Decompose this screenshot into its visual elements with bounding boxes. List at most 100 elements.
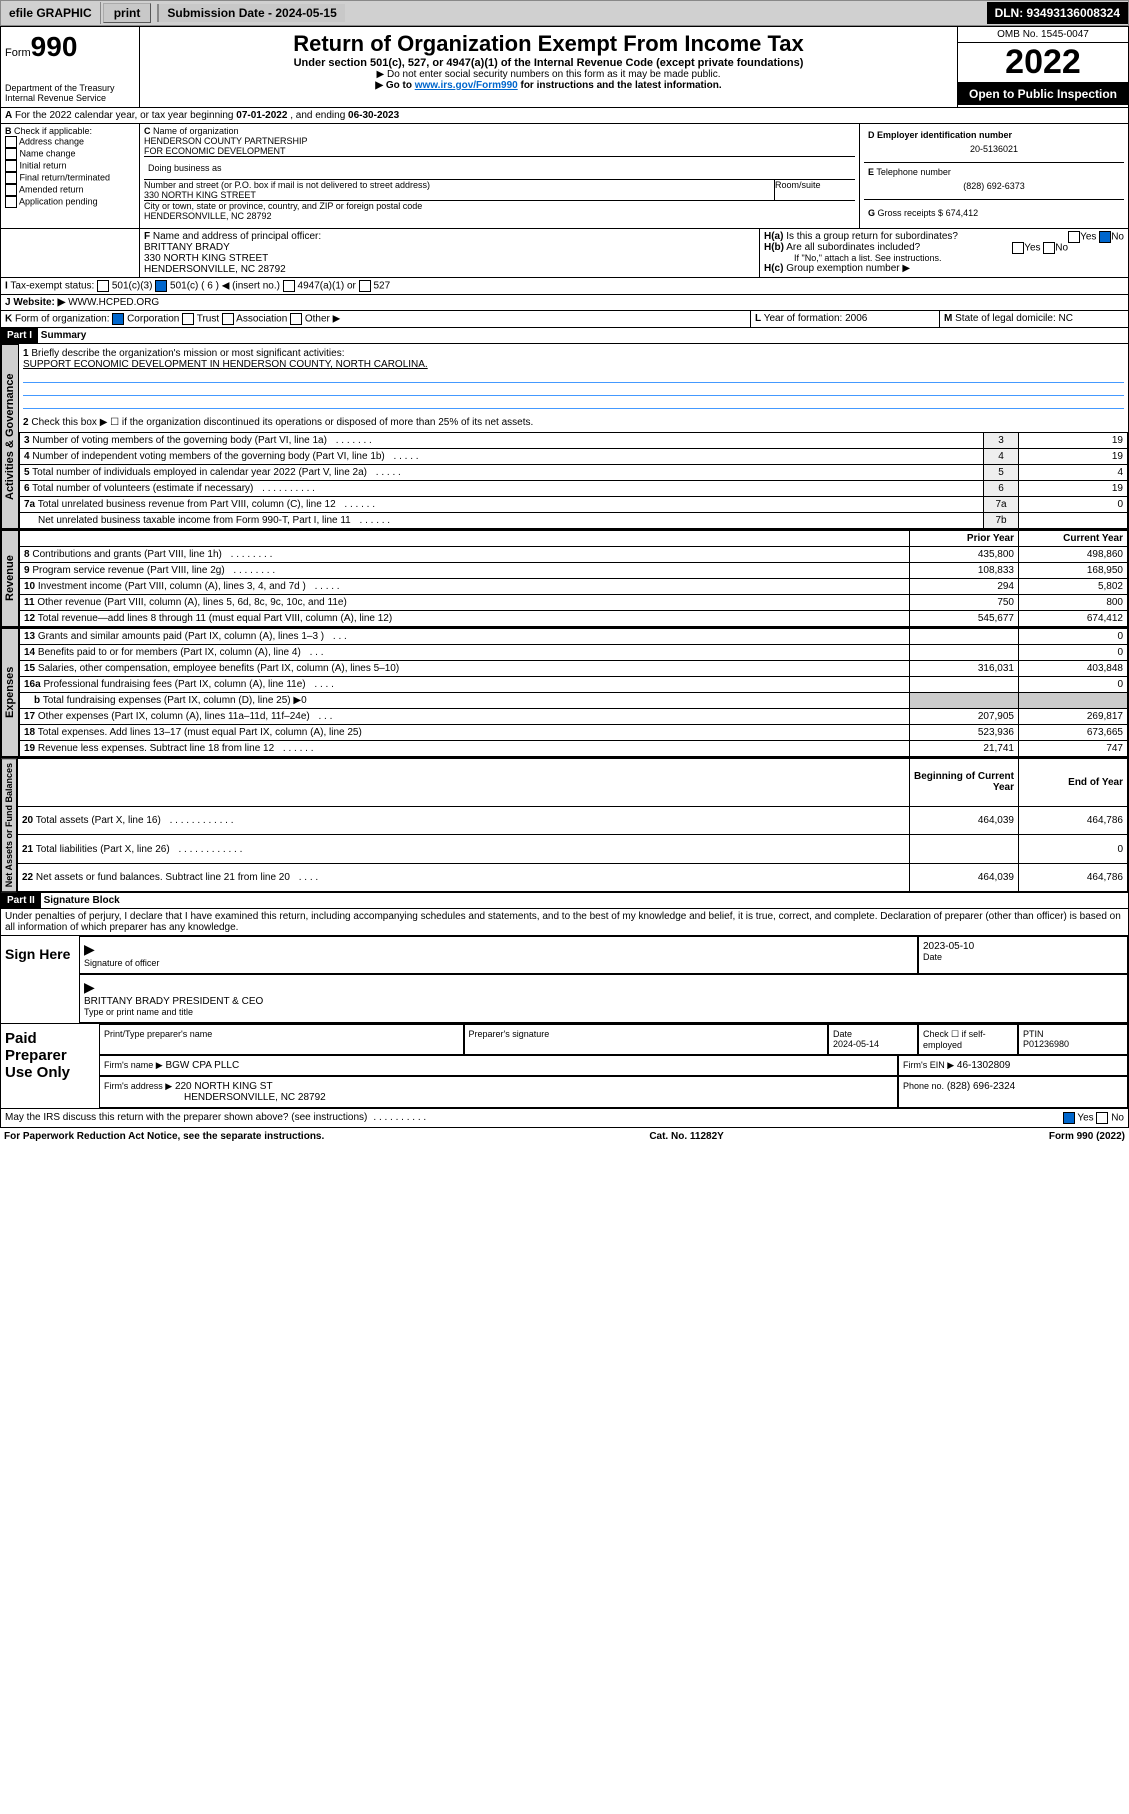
k-trust[interactable]: Trust — [197, 314, 219, 325]
firm-name-label: Firm's name ▶ — [104, 1060, 163, 1070]
r12p: 545,677 — [910, 611, 1019, 627]
r7ac: 7a — [984, 497, 1019, 513]
m-val: NC — [1059, 313, 1073, 324]
part2-title: Signature Block — [44, 895, 120, 906]
r12n: 12 — [24, 613, 35, 624]
hdr-bcy: Beginning of Current Year — [910, 759, 1019, 807]
mission-text: SUPPORT ECONOMIC DEVELOPMENT IN HENDERSO… — [23, 359, 428, 370]
print-button[interactable]: print — [103, 3, 152, 23]
preparer-sig-label: Preparer's signature — [464, 1024, 829, 1055]
cat-no: Cat. No. 11282Y — [649, 1131, 723, 1142]
sig-officer-label: Signature of officer — [84, 958, 159, 968]
gross-val: 674,412 — [946, 208, 979, 218]
top-toolbar: efile GRAPHIC print Submission Date - 20… — [0, 0, 1129, 26]
chk-name-change[interactable]: Name change — [20, 148, 76, 158]
tax-status-label: Tax-exempt status: — [10, 281, 94, 292]
r5t: Total number of individuals employed in … — [32, 467, 367, 478]
dln-label: DLN: 93493136008324 — [987, 2, 1128, 24]
tab-expenses: Expenses — [1, 628, 19, 757]
org-name-2: FOR ECONOMIC DEVELOPMENT — [144, 146, 286, 156]
form-word: Form — [5, 47, 31, 59]
tab-netassets: Net Assets or Fund Balances — [1, 758, 17, 892]
r7bt: Net unrelated business taxable income fr… — [38, 515, 351, 526]
hb-yes[interactable]: Yes — [1024, 243, 1040, 254]
4947[interactable]: 4947(a)(1) or — [298, 281, 356, 292]
discuss-no[interactable]: No — [1111, 1113, 1124, 1124]
527[interactable]: 527 — [373, 281, 390, 292]
k-label: Form of organization: — [15, 314, 110, 325]
r7bv — [1019, 513, 1128, 529]
sig-date-val: 2023-05-10 — [923, 941, 974, 952]
r10n: 10 — [24, 581, 35, 592]
r16bn: b — [34, 695, 40, 706]
gross-label: Gross receipts $ — [878, 208, 944, 218]
r16an: 16a — [24, 679, 41, 690]
r8p: 435,800 — [910, 547, 1019, 563]
r20t: Total assets (Part X, line 16) — [36, 815, 161, 826]
line-a-mid: , and ending — [287, 110, 348, 121]
501c[interactable]: 501(c) ( 6 ) ◀ (insert no.) — [170, 281, 280, 292]
chk-app-pending[interactable]: Application pending — [19, 196, 98, 206]
r7an: 7a — [24, 499, 35, 510]
r9c: 168,950 — [1019, 563, 1128, 579]
irs-link[interactable]: www.irs.gov/Form990 — [415, 80, 518, 91]
k-other[interactable]: Other ▶ — [305, 314, 340, 325]
city-val: HENDERSONVILLE, NC 28792 — [144, 211, 272, 221]
hdr-current: Current Year — [1019, 531, 1128, 547]
part1-header: Part I Summary — [0, 328, 1129, 344]
netassets-table: Beginning of Current YearEnd of Year 20 … — [17, 758, 1128, 892]
m-label: State of legal domicile: — [955, 313, 1056, 324]
dept-label: Department of the Treasury — [5, 83, 135, 93]
r9p: 108,833 — [910, 563, 1019, 579]
ha-yes[interactable]: Yes — [1080, 232, 1096, 243]
form-note1: ▶ Do not enter social security numbers o… — [144, 69, 953, 80]
r14t: Benefits paid to or for members (Part IX… — [38, 647, 301, 658]
k-corp[interactable]: Corporation — [127, 314, 179, 325]
firm-name: BGW CPA PLLC — [165, 1060, 239, 1071]
chk-amended[interactable]: Amended return — [19, 184, 84, 194]
line-a-text: For the 2022 calendar year, or tax year … — [15, 110, 236, 121]
firm-ein-label: Firm's EIN ▶ — [903, 1060, 954, 1070]
preparer-name-label: Print/Type preparer's name — [99, 1024, 464, 1055]
line-a: A For the 2022 calendar year, or tax yea… — [0, 108, 1129, 124]
r4n: 4 — [24, 451, 30, 462]
501c3[interactable]: 501(c)(3) — [112, 281, 153, 292]
ty-begin: 07-01-2022 — [236, 110, 287, 121]
phone-label: Telephone number — [876, 167, 951, 177]
k-assoc[interactable]: Association — [236, 314, 287, 325]
goto-prefix: ▶ Go to — [375, 80, 414, 91]
sig-name: BRITTANY BRADY PRESIDENT & CEO — [84, 996, 263, 1007]
self-emp-check[interactable]: Check ☐ if self-employed — [918, 1024, 1018, 1055]
r19t: Revenue less expenses. Subtract line 18 … — [38, 743, 274, 754]
officer-label: Name and address of principal officer: — [153, 231, 321, 242]
r18n: 18 — [24, 727, 35, 738]
r8n: 8 — [24, 549, 30, 560]
room-label: Room/suite — [774, 180, 855, 200]
ha-no[interactable]: No — [1111, 232, 1124, 243]
r6t: Total number of volunteers (estimate if … — [32, 483, 253, 494]
r15t: Salaries, other compensation, employee b… — [38, 663, 399, 674]
goto-suffix: for instructions and the latest informat… — [518, 80, 722, 91]
r11c: 800 — [1019, 595, 1128, 611]
s1-label: Briefly describe the organization's miss… — [31, 348, 344, 359]
phone-val: (828) 692-6373 — [868, 177, 1120, 195]
r4v: 19 — [1019, 449, 1128, 465]
chk-initial[interactable]: Initial return — [20, 160, 67, 170]
part2-header: Part II Signature Block — [0, 893, 1129, 909]
r17t: Other expenses (Part IX, column (A), lin… — [38, 711, 310, 722]
hdr-prior: Prior Year — [910, 531, 1019, 547]
chk-final[interactable]: Final return/terminated — [20, 172, 111, 182]
discuss-yes[interactable]: Yes — [1077, 1113, 1093, 1124]
chk-addr-change[interactable]: Address change — [19, 136, 84, 146]
signature-declaration: Under penalties of perjury, I declare th… — [0, 909, 1129, 936]
r15n: 15 — [24, 663, 35, 674]
r3t: Number of voting members of the governin… — [32, 435, 327, 446]
r6c: 6 — [984, 481, 1019, 497]
r16at: Professional fundraising fees (Part IX, … — [43, 679, 305, 690]
r11t: Other revenue (Part VIII, column (A), li… — [37, 597, 346, 608]
sign-here-label: Sign Here — [1, 936, 79, 1023]
hb-no[interactable]: No — [1055, 243, 1068, 254]
ty-end: 06-30-2023 — [348, 110, 399, 121]
tab-revenue: Revenue — [1, 530, 19, 627]
r7bc: 7b — [984, 513, 1019, 529]
